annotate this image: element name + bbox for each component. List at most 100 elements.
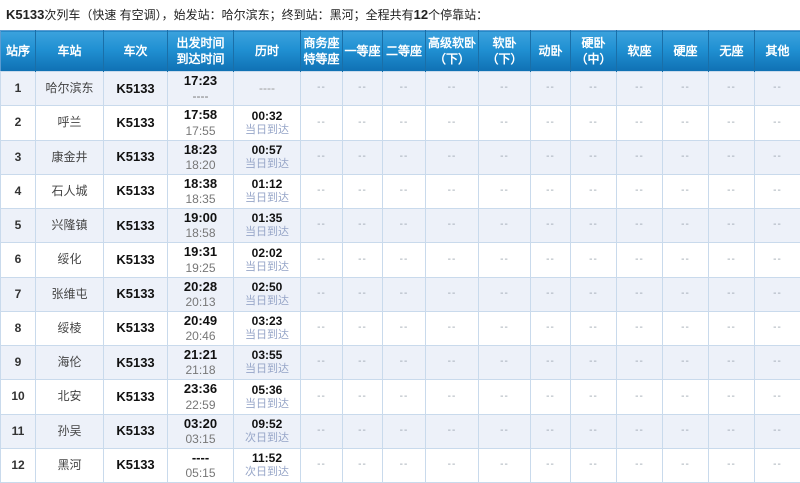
seq-cell: 4 [1, 174, 36, 208]
seat-cell-seat_moving: -- [531, 311, 571, 345]
column-header-station: 车站 [36, 31, 104, 72]
seat-cell-seat_moving: -- [531, 174, 571, 208]
depart-time: 19:31 [168, 244, 233, 260]
station-cell: 海伦 [36, 346, 104, 380]
seat-cell-seat_soft: -- [617, 346, 663, 380]
arrive-time: 03:15 [168, 432, 233, 447]
arrive-time: 21:18 [168, 363, 233, 378]
train-cell: K5133 [104, 209, 168, 243]
seat-cell-seat_soft_sleeper: -- [479, 209, 531, 243]
column-header-train: 车次 [104, 31, 168, 72]
column-header-seat_hard_sleeper: 硬卧（中） [571, 31, 617, 72]
seat-cell-seat_second: -- [383, 174, 426, 208]
train-cell: K5133 [104, 174, 168, 208]
header-row: 站序车站车次出发时间到达时间历时商务座特等座一等座二等座高级软卧（下）软卧（下）… [1, 31, 800, 72]
seat-cell-seat_first: -- [343, 209, 383, 243]
seat-cell-seat_hard_sleeper: -- [571, 277, 617, 311]
depart-time: 17:58 [168, 107, 233, 123]
seat-cell-seat_soft: -- [617, 174, 663, 208]
stop-count: 12 [414, 7, 428, 22]
seat-cell-seat_hard: -- [663, 414, 709, 448]
seq-cell: 7 [1, 277, 36, 311]
arrival-day-label: 当日到达 [234, 192, 300, 206]
duration-value: 03:55 [234, 348, 300, 363]
seat-cell-seat_business: -- [301, 72, 343, 106]
seat-cell-seat_no: -- [709, 414, 755, 448]
seat-cell-seat_hard_sleeper: -- [571, 140, 617, 174]
seat-cell-seat_second: -- [383, 311, 426, 345]
arrival-day-label: 当日到达 [234, 158, 300, 172]
station-cell: 绥化 [36, 243, 104, 277]
seat-cell-seat_hard_sleeper: -- [571, 174, 617, 208]
seat-cell-seat_first: -- [343, 448, 383, 482]
column-header-seat_soft: 软座 [617, 31, 663, 72]
seat-cell-seat_first: -- [343, 174, 383, 208]
arrival-day-label: 当日到达 [234, 124, 300, 138]
seat-cell-seat_no: -- [709, 209, 755, 243]
seat-cell-seat_hard: -- [663, 72, 709, 106]
duration-value: 05:36 [234, 383, 300, 398]
column-header-seat_deluxe_soft: 高级软卧（下） [426, 31, 479, 72]
seat-cell-seat_no: -- [709, 380, 755, 414]
seat-cell-seat_no: -- [709, 277, 755, 311]
seat-cell-seat_hard: -- [663, 243, 709, 277]
seat-cell-seat_business: -- [301, 277, 343, 311]
seat-cell-seat_hard: -- [663, 380, 709, 414]
seat-cell-seat_soft_sleeper: -- [479, 277, 531, 311]
train-number: K5133 [6, 7, 44, 22]
seat-cell-seat_first: -- [343, 414, 383, 448]
seat-cell-seat_second: -- [383, 106, 426, 140]
arrive-time: 18:58 [168, 226, 233, 241]
seq-cell: 12 [1, 448, 36, 482]
seq-cell: 8 [1, 311, 36, 345]
duration-value: 03:23 [234, 314, 300, 329]
station-cell: 康金井 [36, 140, 104, 174]
seat-cell-seat_business: -- [301, 346, 343, 380]
seat-cell-seat_second: -- [383, 346, 426, 380]
seq-cell: 3 [1, 140, 36, 174]
seat-cell-seat_soft_sleeper: -- [479, 414, 531, 448]
seat-cell-seat_deluxe_soft: -- [426, 277, 479, 311]
arrival-day-label: 当日到达 [234, 398, 300, 412]
seat-cell-seat_other: -- [755, 346, 800, 380]
column-header-seat_first: 一等座 [343, 31, 383, 72]
seat-cell-seat_soft_sleeper: -- [479, 174, 531, 208]
seat-cell-seat_soft_sleeper: -- [479, 346, 531, 380]
station-cell: 绥棱 [36, 311, 104, 345]
seat-cell-seat_first: -- [343, 277, 383, 311]
seat-cell-seat_other: -- [755, 72, 800, 106]
seat-cell-seat_soft_sleeper: -- [479, 380, 531, 414]
seat-cell-seat_soft: -- [617, 311, 663, 345]
seat-cell-seat_deluxe_soft: -- [426, 106, 479, 140]
seat-cell-seat_no: -- [709, 311, 755, 345]
seat-cell-seat_hard: -- [663, 277, 709, 311]
train-cell: K5133 [104, 277, 168, 311]
seat-cell-seat_business: -- [301, 380, 343, 414]
seat-cell-seat_soft_sleeper: -- [479, 243, 531, 277]
duration-value: 00:57 [234, 143, 300, 158]
seat-cell-seat_hard: -- [663, 346, 709, 380]
times-cell: ----05:15 [168, 448, 234, 482]
seat-cell-seat_business: -- [301, 174, 343, 208]
seat-cell-seat_soft: -- [617, 414, 663, 448]
seat-cell-seat_second: -- [383, 414, 426, 448]
station-cell: 哈尔滨东 [36, 72, 104, 106]
duration-cell: ---- [234, 72, 301, 106]
station-cell: 黑河 [36, 448, 104, 482]
column-header-seat_moving: 动卧 [531, 31, 571, 72]
seat-cell-seat_other: -- [755, 140, 800, 174]
duration-value: 01:12 [234, 177, 300, 192]
column-header-seat_other: 其他 [755, 31, 800, 72]
